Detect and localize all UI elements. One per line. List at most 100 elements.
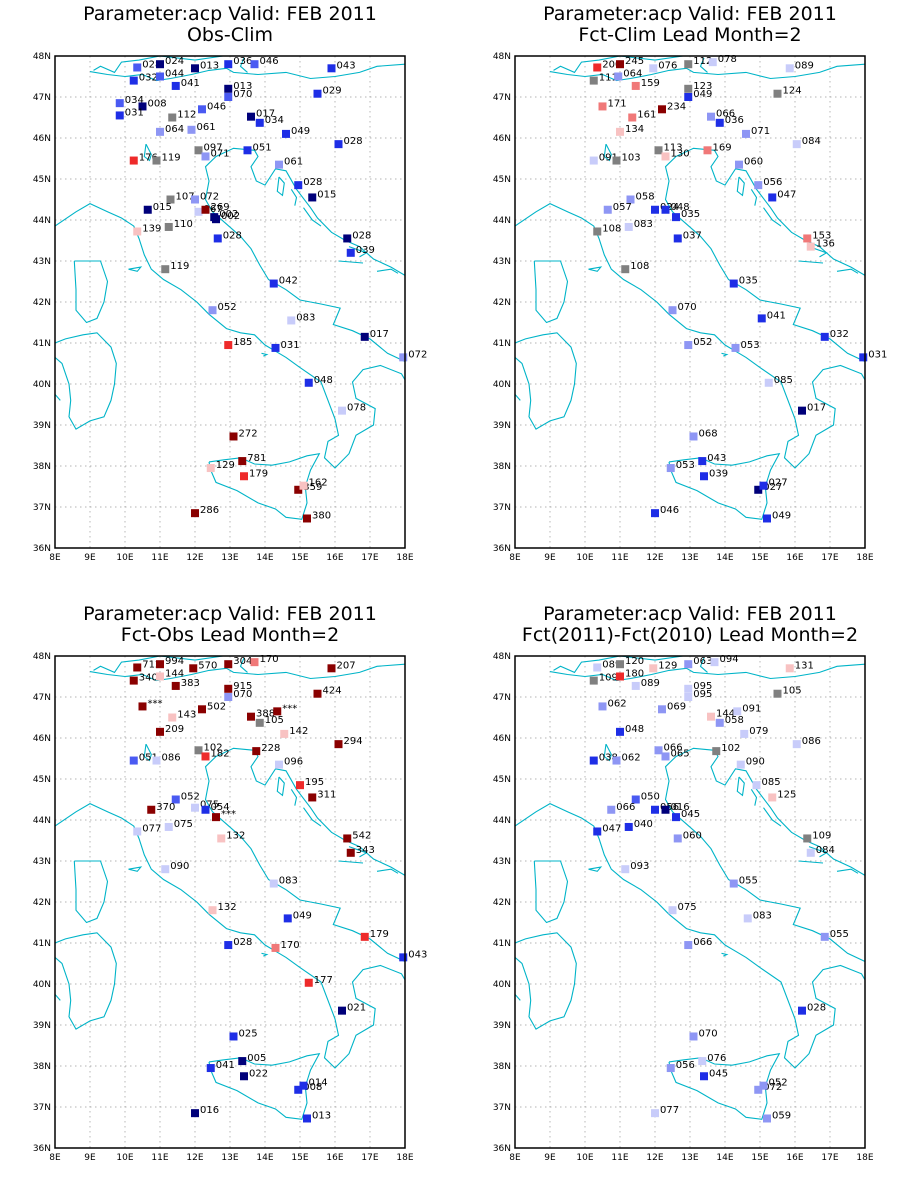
lat-tick-label: 40N <box>33 980 51 990</box>
coastline <box>750 789 758 806</box>
station-value-label: 046 <box>207 101 226 112</box>
lon-tick-label: 11E <box>151 1153 168 1163</box>
station-value-label: 072 <box>763 1082 782 1093</box>
station-marker <box>820 932 829 941</box>
coastline <box>836 268 859 274</box>
station-value-label: 343 <box>356 845 375 856</box>
station-value-label: 234 <box>667 101 686 112</box>
station-value-label: 017 <box>807 403 826 414</box>
station-value-label: 017 <box>370 329 389 340</box>
station-marker <box>240 472 248 481</box>
station-value-label: 028 <box>352 230 371 241</box>
station-marker <box>189 664 198 673</box>
station-value-label: 093 <box>630 861 649 872</box>
station-value-label: *** <box>282 703 297 714</box>
station-marker <box>628 113 637 122</box>
station-value-label: 111 <box>599 73 618 84</box>
station-marker <box>229 1032 238 1041</box>
map-subtitle: Obs-Clim <box>187 24 273 46</box>
station-value-label: 049 <box>291 126 310 137</box>
station-value-label: 060 <box>744 157 763 168</box>
station-marker <box>752 781 761 790</box>
lat-tick-label: 48N <box>493 52 511 62</box>
coastline <box>533 260 569 324</box>
station-value-label: 170 <box>260 654 279 665</box>
coastline <box>588 266 603 272</box>
station-value-label: 107 <box>176 192 195 203</box>
station-value-label: 071 <box>751 126 770 137</box>
station-value-label: 109 <box>812 830 831 841</box>
station-marker <box>133 63 142 72</box>
station-marker <box>229 432 238 441</box>
station-marker <box>806 242 815 251</box>
station-marker <box>271 943 280 952</box>
lon-tick-label: 12E <box>186 553 203 563</box>
map-frame <box>54 655 406 1149</box>
panel-fct-obs: Parameter:acp Valid: FEB 2011 Fct-Obs Lea… <box>0 600 460 1200</box>
station-marker <box>661 152 670 161</box>
station-value-label: 037 <box>683 230 702 241</box>
station-value-label: 064 <box>623 69 642 80</box>
station-value-label: 035 <box>739 276 758 287</box>
station-marker <box>399 353 408 362</box>
station-value-label: 015 <box>153 202 172 213</box>
station-value-label: 053 <box>676 460 695 471</box>
lon-tick-label: 11E <box>611 1153 628 1163</box>
lat-tick-label: 40N <box>33 380 51 390</box>
coastline <box>721 352 729 357</box>
station-value-label: 124 <box>783 86 802 97</box>
lon-tick-label: 18E <box>396 1153 413 1163</box>
station-value-label: 272 <box>239 428 258 439</box>
station-value-label: 031 <box>281 340 300 351</box>
station-value-label: 077 <box>142 823 161 834</box>
coastline <box>699 657 708 673</box>
lat-tick-label: 42N <box>493 298 511 308</box>
lat-tick-label: 46N <box>493 134 511 144</box>
coastline <box>664 747 865 962</box>
station-value-label: 045 <box>681 809 700 820</box>
station-marker <box>754 485 763 494</box>
station-value-label: 027 <box>763 482 782 493</box>
station-value-label: 105 <box>265 715 284 726</box>
lat-tick-label: 47N <box>33 93 51 103</box>
station-marker <box>156 660 164 669</box>
panel-obs-clim: Parameter:acp Valid: FEB 2011 Obs-Clim 028… <box>0 0 460 600</box>
lat-tick-label: 40N <box>493 380 511 390</box>
station-value-label: 071 <box>211 148 230 159</box>
lon-tick-label: 17E <box>821 1153 838 1163</box>
station-value-label: 058 <box>636 192 655 203</box>
station-marker <box>240 1072 248 1081</box>
station-marker <box>672 813 680 822</box>
coastline <box>808 246 828 258</box>
lon-tick-label: 9E <box>84 1153 96 1163</box>
coastline <box>303 807 322 827</box>
station-value-label: 070 <box>678 302 697 313</box>
lat-tick-label: 38N <box>493 1062 511 1072</box>
coastline <box>303 207 322 227</box>
station-value-label: 022 <box>249 1068 268 1079</box>
station-marker <box>308 193 317 202</box>
station-marker <box>589 76 598 85</box>
station-marker <box>198 705 206 714</box>
coastline <box>348 246 368 258</box>
station-value-label: 103 <box>622 153 641 164</box>
station-marker <box>280 729 289 738</box>
lat-tick-label: 46N <box>33 734 51 744</box>
station-marker <box>689 432 698 441</box>
station-value-label: 077 <box>660 1105 679 1116</box>
station-value-label: 052 <box>769 1078 788 1089</box>
station-marker <box>651 1109 659 1118</box>
station-value-label: 021 <box>347 1003 366 1014</box>
station-marker <box>806 848 815 857</box>
station-value-label: 038 <box>599 753 618 764</box>
coastline <box>239 57 248 73</box>
lon-tick-label: 13E <box>681 1153 698 1163</box>
station-marker <box>773 89 782 98</box>
station-marker <box>684 941 693 950</box>
lat-tick-label: 45N <box>493 175 511 185</box>
station-marker <box>271 343 280 352</box>
station-marker <box>152 156 161 165</box>
station-marker <box>598 702 607 711</box>
station-marker <box>735 160 743 169</box>
coastline <box>93 56 224 74</box>
